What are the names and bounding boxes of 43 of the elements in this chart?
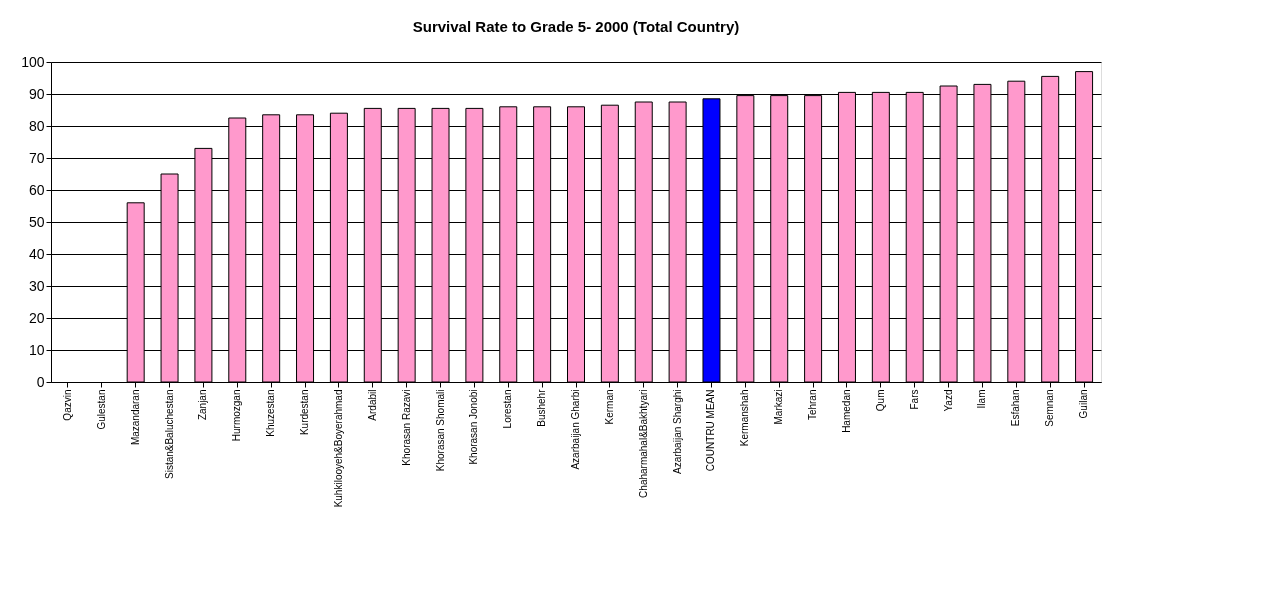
x-tick-label: Khorasan Shomali [434, 389, 446, 472]
y-tick-label: 60 [28, 181, 45, 198]
x-tick-label: Tehran [807, 389, 819, 421]
x-tick-label: Sistan&Baluchestan [163, 389, 175, 480]
x-tick-label: Lorestan [502, 389, 514, 429]
y-tick-label: 20 [28, 309, 45, 326]
y-tick-label: 100 [21, 53, 45, 70]
x-tick-label: Khorasan Razavi [400, 389, 412, 466]
x-tick-label: Ardabil [366, 389, 378, 421]
x-tick-label: Fars [908, 389, 920, 410]
x-tick-label: Hamedan [840, 389, 852, 433]
y-tick-label: 90 [28, 85, 45, 102]
x-tick-label: Chaharmahal&Bakhtyari [637, 389, 649, 498]
x-tick-label: Kermanshah [739, 389, 751, 447]
x-tick-label: Guilan [1078, 389, 1090, 419]
y-tick-label: 40 [28, 245, 45, 262]
x-tick-label: Semnan [1044, 389, 1056, 427]
y-tick-label: 0 [36, 373, 45, 390]
x-tick-label: Qazvin [61, 389, 73, 421]
x-tick-label: Gulestan [95, 389, 107, 430]
x-tick-label: Azarbaijan Gharbi [570, 389, 581, 470]
x-tick-label: Hurmozgan [231, 389, 243, 442]
x-tick-label: Yazd [942, 389, 954, 412]
x-tick-label: Kurdestan [299, 389, 311, 436]
y-tick-label: 50 [28, 213, 45, 230]
y-tick-label: 30 [28, 277, 45, 294]
x-tick-label: Zanjan [197, 389, 209, 421]
x-tick-label: Azarbaijan Sharghi [671, 389, 683, 474]
y-tick-label: 80 [28, 117, 45, 134]
x-tick-label: Mazandaran [129, 389, 141, 446]
chart-title: Survival Rate to Grade 5- 2000 (Total Country) [412, 18, 740, 35]
x-tick-label: Qum [874, 389, 886, 412]
y-tick-label: 70 [28, 149, 45, 166]
x-tick-label: Kerman [603, 389, 615, 425]
y-tick-label: 10 [28, 341, 45, 358]
x-tick-label: Markazi [773, 389, 785, 425]
x-tick-label: Khuzestan [265, 389, 277, 437]
x-tick-label: Esfahan [1010, 389, 1022, 427]
x-tick-label: Khorasan Jonobi [468, 389, 480, 465]
x-tick-label: Bushehr [536, 388, 548, 427]
x-tick-label: Kuhkilooyeh&Boyerahmad [332, 389, 344, 508]
x-tick-label: COUNTRU MEAN [705, 389, 717, 472]
x-tick-label: Ilam [976, 389, 988, 409]
